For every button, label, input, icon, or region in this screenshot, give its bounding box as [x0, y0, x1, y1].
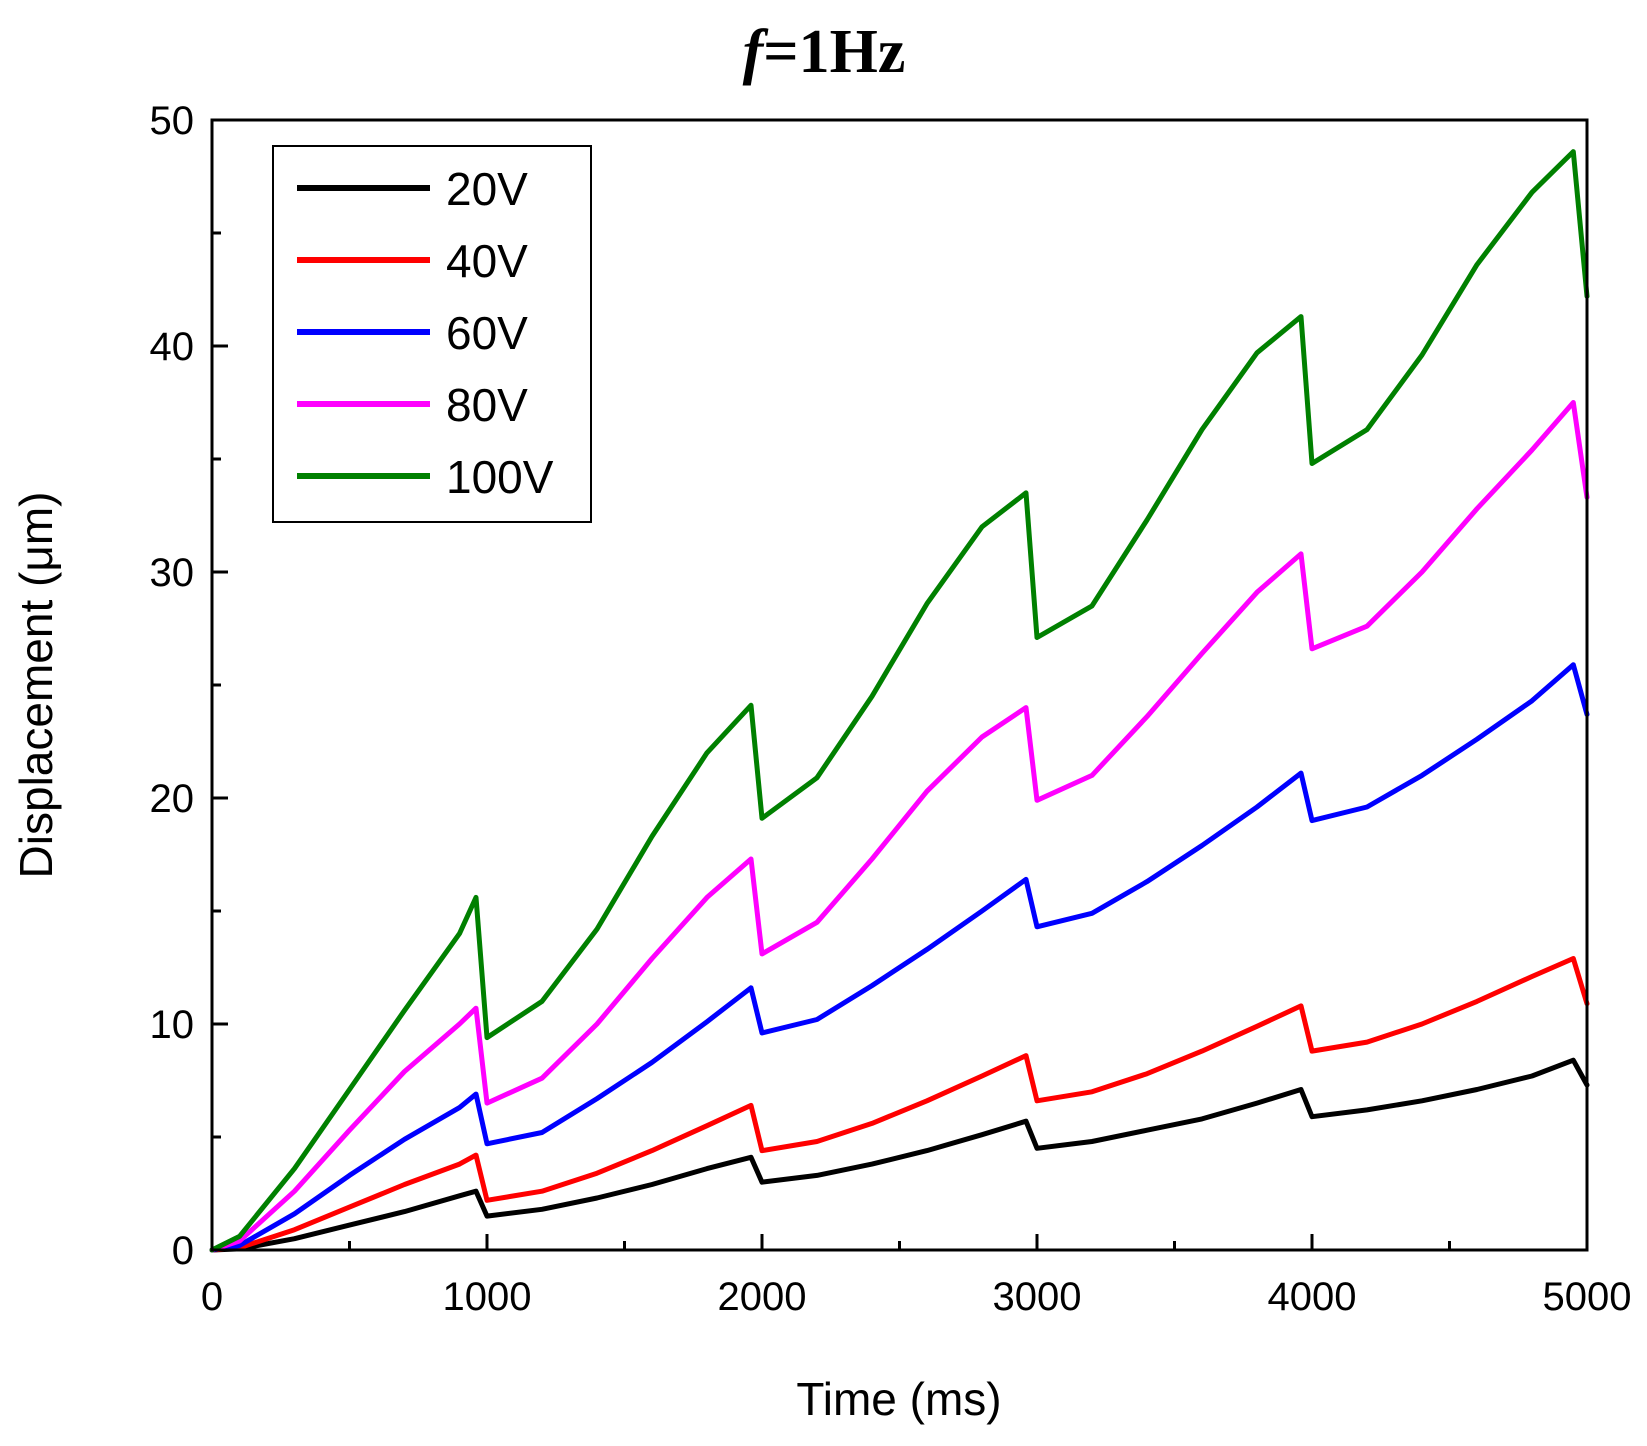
x-axis-label: Time (ms) — [796, 1373, 1001, 1425]
y-tick-label: 50 — [150, 99, 195, 143]
y-tick-label: 40 — [150, 325, 195, 369]
x-tick-label: 3000 — [993, 1275, 1082, 1319]
series-line-80v — [212, 403, 1587, 1251]
x-tick-label: 0 — [201, 1275, 223, 1319]
legend-label: 20V — [446, 163, 528, 215]
x-tick-label: 5000 — [1543, 1275, 1632, 1319]
legend: 20V 40V 60V 80V 100V — [273, 146, 591, 522]
legend-label: 40V — [446, 235, 528, 287]
chart: f=1Hz 0 1000 2000 3000 4000 5000 01020304050 … — [0, 0, 1647, 1446]
y-axis-ticks: 0 10 20 30 40 50 — [150, 99, 229, 1273]
legend-label: 60V — [446, 307, 528, 359]
series-line-60v — [212, 665, 1587, 1250]
y-tick-label: 0 — [172, 1229, 194, 1273]
legend-label: 100V — [446, 451, 554, 503]
x-tick-label: 1000 — [443, 1275, 532, 1319]
chart-title-rest: =1Hz — [763, 18, 905, 86]
series-line-20v — [212, 1060, 1587, 1250]
x-axis-ticks: 0 1000 2000 3000 4000 5000 — [201, 1234, 1632, 1319]
y-tick-label: 10 — [150, 1003, 195, 1047]
chart-title: f=1Hz — [743, 18, 906, 86]
x-tick-label: 4000 — [1268, 1275, 1357, 1319]
y-tick-label: 20 — [150, 777, 195, 821]
legend-label: 80V — [446, 379, 528, 431]
y-axis-label: Displacement (μm) — [10, 492, 62, 879]
x-tick-label: 2000 — [718, 1275, 807, 1319]
y-tick-label: 30 — [150, 551, 195, 595]
